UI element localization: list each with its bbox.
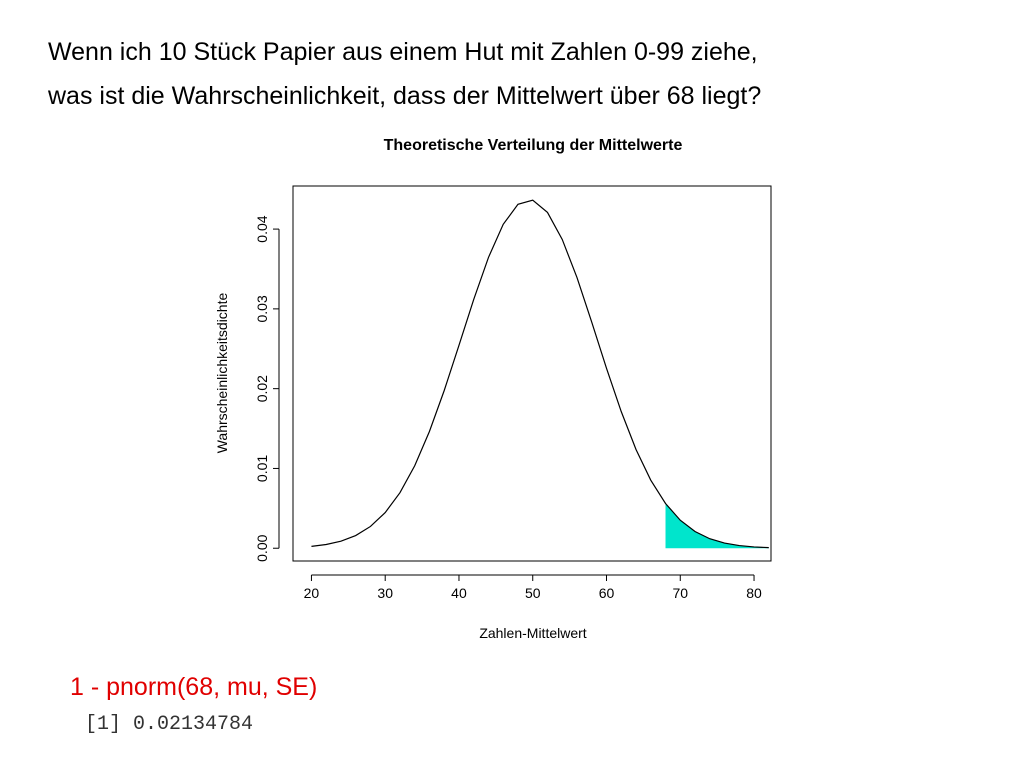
x-tick-label: 80 xyxy=(746,585,762,601)
x-tick-label: 70 xyxy=(672,585,688,601)
tail-area xyxy=(665,503,769,549)
y-axis-label: Wahrscheinlichkeitsdichte xyxy=(214,293,230,454)
y-tick-label: 0.01 xyxy=(254,455,270,482)
code: 1 - pnorm(68, mu, SE) xyxy=(70,673,317,701)
x-tick-label: 40 xyxy=(451,585,467,601)
x-tick-label: 60 xyxy=(599,585,615,601)
x-tick-label: 50 xyxy=(525,585,541,601)
chart-title: Theoretische Verteilung der Mittelwerte xyxy=(384,137,683,154)
x-tick-label: 30 xyxy=(377,585,393,601)
density-curve xyxy=(311,199,769,549)
slide-title: was ist die Wahrscheinlichkeit, dass der… xyxy=(47,82,761,110)
output: [1] 0.02134784 xyxy=(85,713,253,736)
y-tick-label: 0.00 xyxy=(254,534,270,561)
slide-title: Wenn ich 10 Stück Papier aus einem Hut m… xyxy=(48,38,758,66)
y-tick-label: 0.02 xyxy=(254,375,270,402)
y-tick-label: 0.03 xyxy=(254,295,270,322)
plot-frame xyxy=(292,185,772,562)
y-tick-label: 0.04 xyxy=(254,215,270,242)
x-tick-label: 20 xyxy=(304,585,320,601)
x-axis-label: Zahlen-Mittelwert xyxy=(479,625,586,641)
